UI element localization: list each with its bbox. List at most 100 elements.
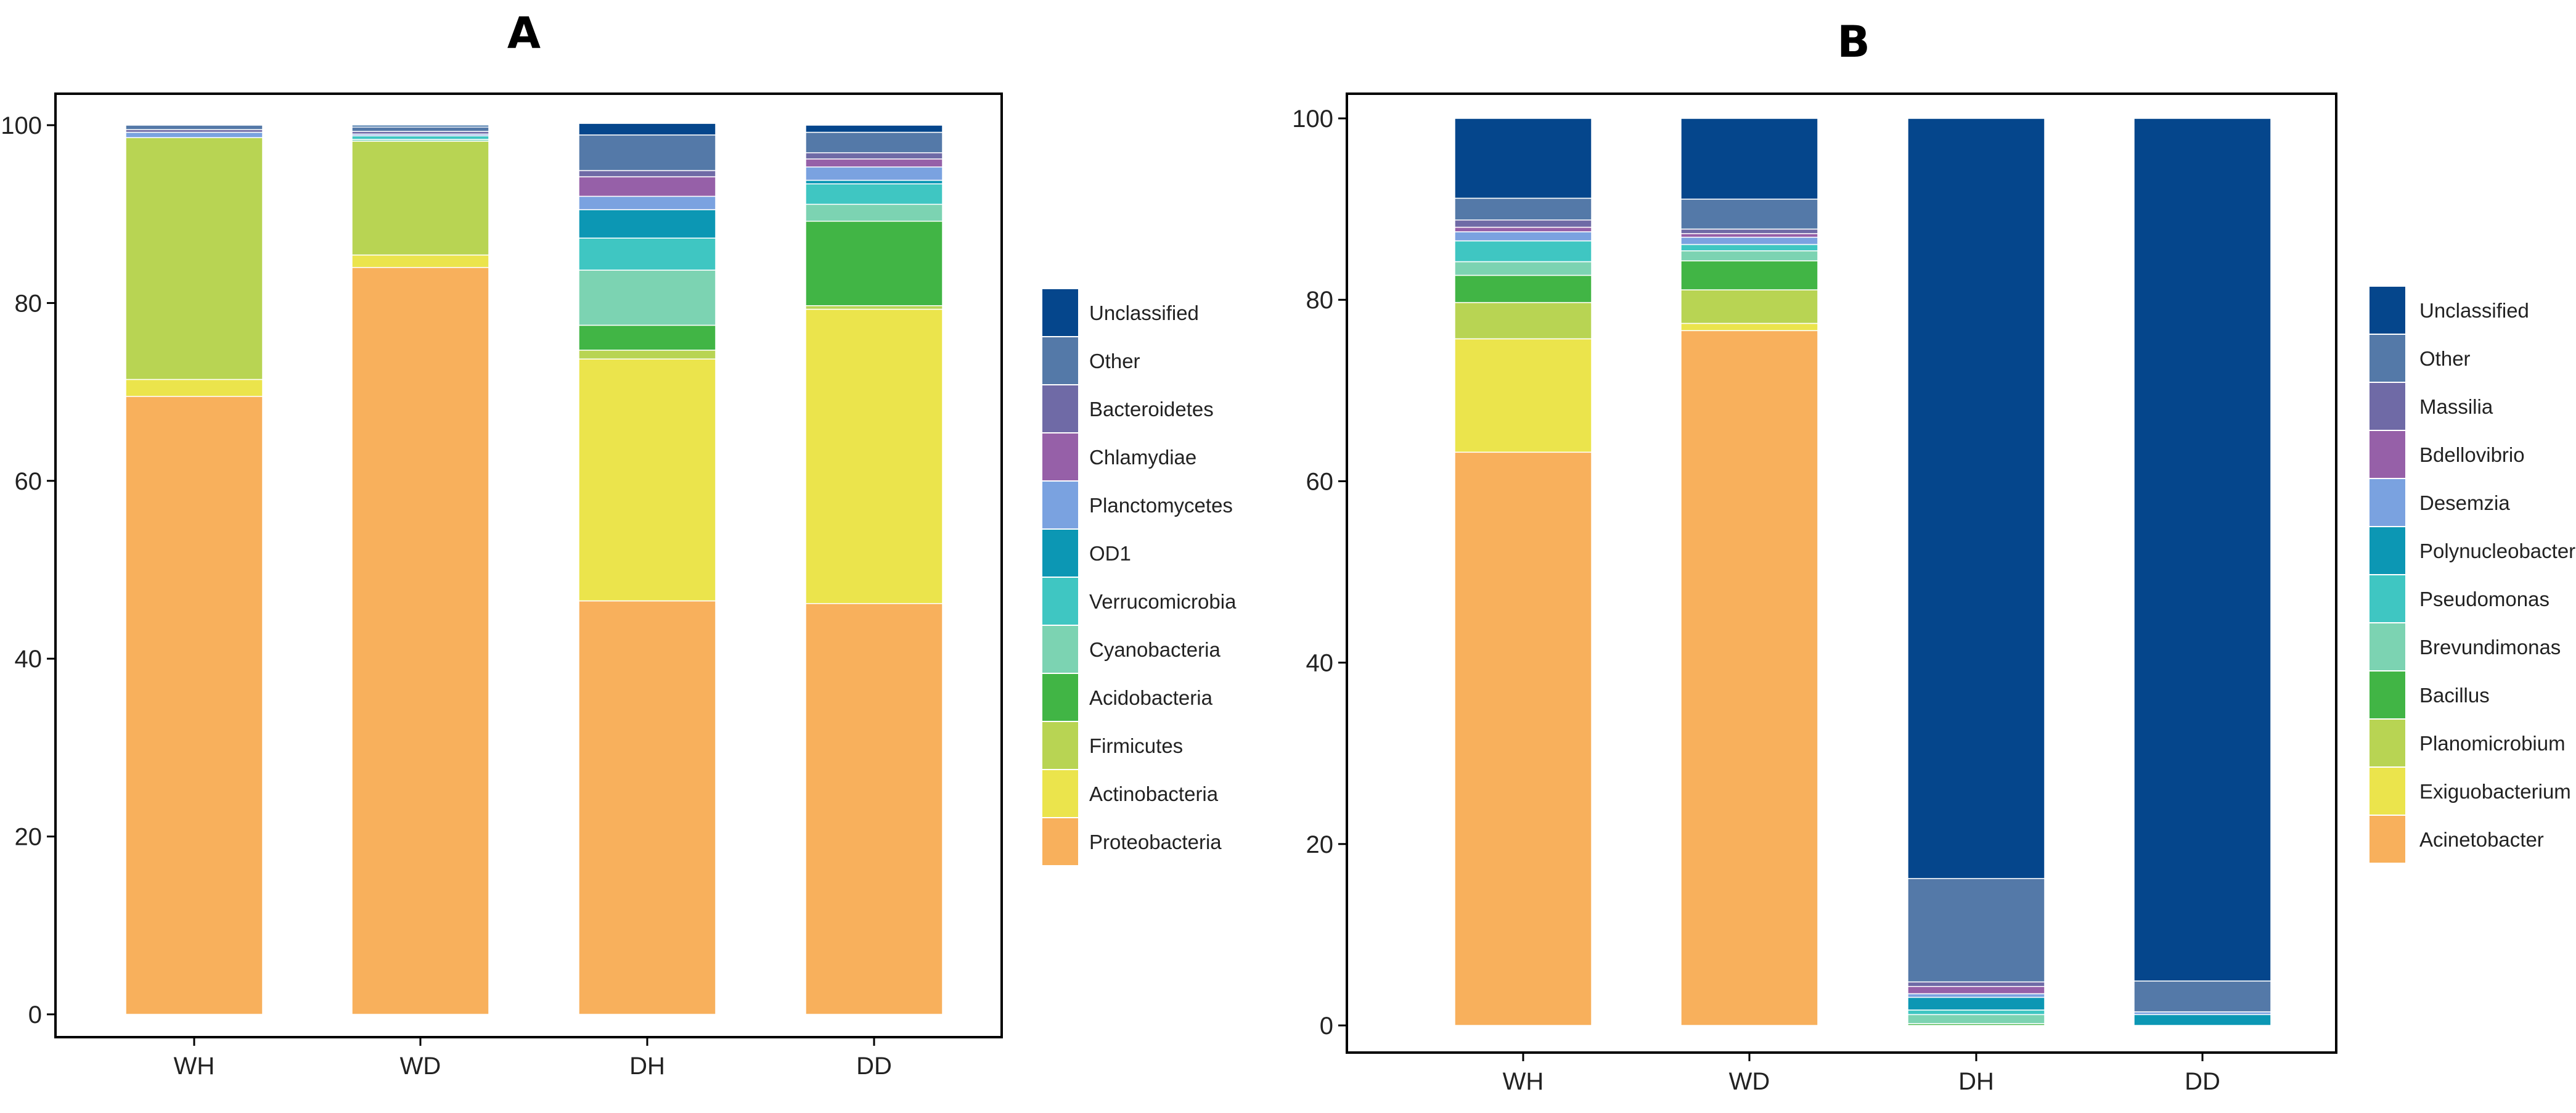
legend-swatch-exiguobacterium <box>2368 766 2406 816</box>
legend-label-bacteroidetes: Bacteroidetes <box>1089 398 1214 421</box>
x-tick-label: WH <box>1503 1068 1544 1095</box>
panel-a: A 0 20 40 60 80 100 WH WD DH DD Unclassified Other Ba… <box>1 8 1237 1080</box>
bar-segment-wh-desemzia <box>1454 231 1592 242</box>
bar-segment-dh-polynucleobacter <box>1907 996 2045 1011</box>
bar-segment-dh-unclassified <box>578 123 716 136</box>
bar-segment-wd-bacillus <box>1680 260 1818 290</box>
legend-label-other: Other <box>2419 347 2471 370</box>
x-tick-label: WD <box>400 1053 441 1080</box>
bar-segment-wd-firmicutes <box>351 141 489 256</box>
y-tick-label: 100 <box>1292 105 1333 133</box>
bar-segment-dd-chlamydiae <box>805 158 943 168</box>
legend-label-brevundimonas: Brevundimonas <box>2419 636 2561 659</box>
bar-segment-wd-exiguobacterium <box>1680 322 1818 331</box>
bar-segment-wd-other <box>1680 199 1818 230</box>
bar-segment-dd-cyanobacteria <box>805 203 943 222</box>
bar-segment-dd-unclassified <box>805 125 943 133</box>
bar-segment-dh-pseudomonas <box>1907 1009 2045 1016</box>
bar-segment-wd-other <box>351 126 489 132</box>
plot-frame <box>1346 92 2337 1054</box>
x-tick-label: DD <box>856 1053 892 1080</box>
bar-segment-wh-actinobacteria <box>125 379 263 397</box>
bar-segment-dd-other <box>805 131 943 154</box>
bar-segment-wh-planctomycetes <box>125 131 263 138</box>
panel-title: B <box>1837 17 1870 67</box>
bar-segment-dd-proteobacteria <box>805 603 943 1015</box>
bar-segment-dd-polynucleobacter <box>2133 1014 2271 1026</box>
bar-segment-wd-desemzia <box>1680 236 1818 245</box>
x-tick-label: WD <box>1729 1068 1770 1095</box>
bar-segment-dh-firmicutes <box>578 350 716 359</box>
x-tick-label: DH <box>629 1053 665 1080</box>
legend-label-acinetobacter: Acinetobacter <box>2419 828 2544 851</box>
bar-segment-wd-planomicrobium <box>1680 289 1818 324</box>
legend-swatch-acinetobacter <box>2368 815 2406 864</box>
bar-segment-wd-actinobacteria <box>351 254 489 268</box>
bar-segment-dh-actinobacteria <box>578 358 716 602</box>
legend-swatch-od1 <box>1041 528 1079 578</box>
bar-segment-dh-bdellovibrio <box>1907 985 2045 995</box>
y-tick-label: 40 <box>1306 650 1334 677</box>
x-tick-label: DD <box>2185 1068 2220 1095</box>
legend-swatch-desemzia <box>2368 478 2406 527</box>
bar-segment-dd-od1 <box>805 179 943 184</box>
legend-swatch-unclassified <box>2368 285 2406 335</box>
legend-swatch-other <box>2368 334 2406 383</box>
legend-swatch-other <box>1041 336 1079 385</box>
y-tick-label: 100 <box>1 112 42 139</box>
bar-segment-dh-proteobacteria <box>578 600 716 1015</box>
bar-segment-wd-unclassified <box>1680 118 1818 200</box>
bar-segment-wh-massilia <box>1454 220 1592 228</box>
bar-segment-wd-brevundimonas <box>1680 250 1818 261</box>
legend-label-desemzia: Desemzia <box>2419 491 2510 514</box>
y-tick-label: 80 <box>15 290 43 317</box>
bar-segment-wh-acinetobacter <box>1454 451 1592 1026</box>
y-tick-label: 60 <box>1306 468 1334 495</box>
y-tick-label: 20 <box>1306 831 1334 858</box>
bar-segment-dd-other <box>2133 980 2271 1012</box>
bar-segment-wd-unclassified <box>351 125 489 128</box>
bar-segment-wd-proteobacteria <box>351 266 489 1015</box>
legend-swatch-planctomycetes <box>1041 480 1079 530</box>
legend-label-verrucomicrobia: Verrucomicrobia <box>1089 590 1237 613</box>
bar-segment-wd-verrucomicrobia <box>351 135 489 140</box>
bar-segment-dh-planctomycetes <box>578 195 716 210</box>
bar-segment-wd-bdellovibrio <box>1680 233 1818 238</box>
legend-label-unclassified: Unclassified <box>1089 302 1199 324</box>
bar-segment-dh-verrucomicrobia <box>578 237 716 271</box>
y-tick-label: 20 <box>15 824 43 851</box>
legend-swatch-acidobacteria <box>1041 673 1079 722</box>
legend-swatch-bacillus <box>2368 670 2406 720</box>
legend-swatch-massilia <box>2368 382 2406 431</box>
bar-segment-wh-other <box>125 125 263 130</box>
legend-label-proteobacteria: Proteobacteria <box>1089 831 1222 853</box>
bar-segment-dd-actinobacteria <box>805 308 943 604</box>
bar-segment-dh-other <box>578 134 716 171</box>
bar-segment-wd-acinetobacter <box>1680 330 1818 1026</box>
y-tick-label: 0 <box>28 1001 42 1029</box>
bar-segment-wh-pseudomonas <box>1454 240 1592 263</box>
bar-segment-dd-planctomycetes <box>805 166 943 181</box>
bar-segment-dd-bacteroidetes <box>805 152 943 160</box>
legend-label-bacillus: Bacillus <box>2419 684 2490 707</box>
legend-label-pseudomonas: Pseudomonas <box>2419 588 2549 610</box>
bar-segment-dh-other <box>1907 877 2045 983</box>
legend-label-bdellovibrio: Bdellovibrio <box>2419 443 2525 466</box>
panel-b: B 0 20 40 60 80 100 WH WD DH DD Unclassified Other Ma… <box>1292 17 2575 1095</box>
legend-swatch-verrucomicrobia <box>1041 577 1079 626</box>
bar-segment-wh-bacillus <box>1454 274 1592 303</box>
bar-segment-wh-other <box>1454 197 1592 221</box>
legend-swatch-unclassified <box>1041 288 1079 337</box>
legend-label-od1: OD1 <box>1089 542 1131 565</box>
panel-title: A <box>507 8 541 59</box>
bar-segment-dh-cyanobacteria <box>578 269 716 326</box>
legend-label-actinobacteria: Actinobacteria <box>1089 782 1219 805</box>
legend-label-unclassified: Unclassified <box>2419 299 2529 322</box>
bar-segment-dh-bacteroidetes <box>578 170 716 178</box>
legend-swatch-brevundimonas <box>2368 622 2406 671</box>
plot-frame <box>54 92 1003 1038</box>
bar-segment-wh-firmicutes <box>125 137 263 380</box>
bar-segment-dh-brevundimonas <box>1907 1014 2045 1024</box>
legend-label-other: Other <box>1089 350 1140 372</box>
legend-swatch-cyanobacteria <box>1041 625 1079 674</box>
